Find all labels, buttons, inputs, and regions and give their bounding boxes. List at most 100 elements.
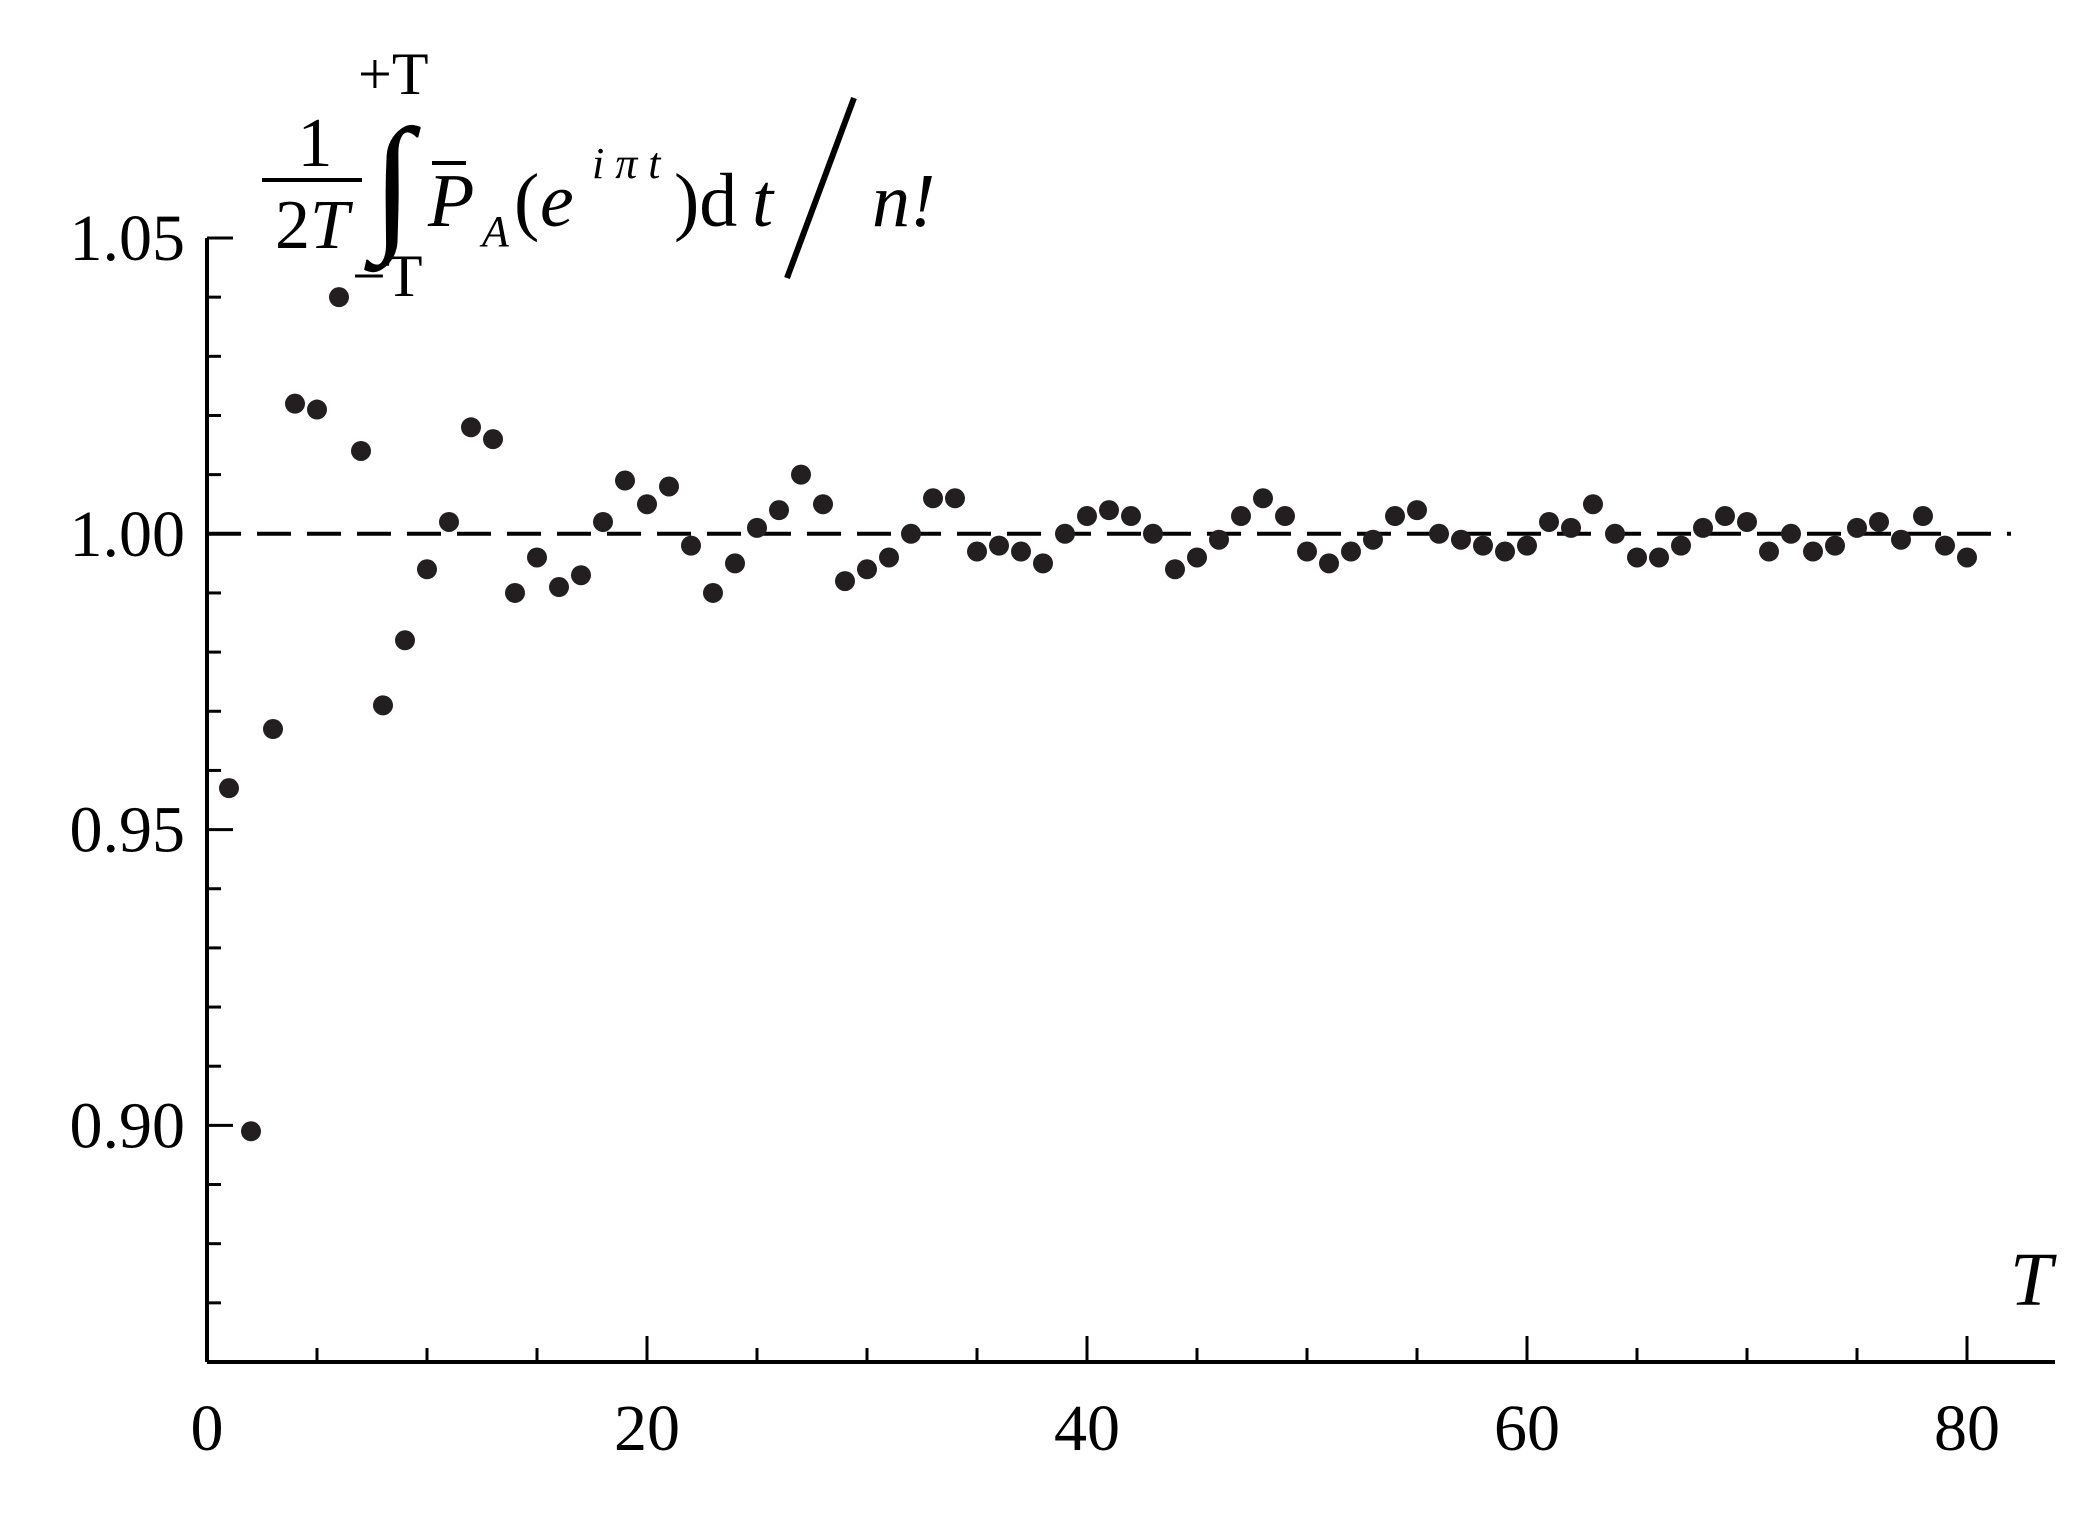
formula-base: e [540,159,574,243]
data-point [241,1121,261,1142]
formula-divisor: n! [872,159,935,243]
data-point [461,417,481,438]
data-point [1231,506,1251,527]
data-point [263,719,283,740]
x-tick-label: 40 [1054,1392,1120,1465]
tick-labels: 0 20 40 60 80 0.90 0.95 1.00 1.05 [70,202,2001,1465]
data-point [1473,535,1493,556]
y-tick-label: 0.95 [70,794,186,867]
data-point [813,494,833,515]
data-point [1891,529,1911,550]
data-point [1847,517,1867,538]
y-tick-label: 0.90 [70,1089,186,1162]
data-point [747,517,767,538]
data-point [285,393,305,414]
data-point [1209,529,1229,550]
formula-close-paren-d: )d [674,159,737,243]
formula-function-letter: P [427,159,474,243]
formula-dt-variable: t [752,159,775,243]
data-point [1165,559,1185,580]
formula-denominator: 2T [275,187,354,264]
data-point [549,577,569,598]
formula-open-paren: ( [514,159,539,243]
data-point [1121,506,1141,527]
data-point [1055,523,1075,544]
data-point [1781,523,1801,544]
formula-lower-limit: −T [352,243,423,309]
data-point [417,559,437,580]
formula-upper-limit: +T [358,41,429,107]
data-point [857,559,877,580]
data-point [1077,506,1097,527]
data-point [1957,547,1977,568]
data-point [1495,541,1515,562]
data-point [637,494,657,515]
data-point [593,511,613,532]
data-point [1319,553,1339,574]
data-point [659,476,679,497]
x-tick-label: 0 [191,1392,224,1465]
data-point [1253,488,1273,509]
data-point [989,535,1009,556]
data-point [1825,535,1845,556]
data-point [1605,523,1625,544]
axis-ticks [205,236,1969,1364]
data-point [1627,547,1647,568]
data-point [901,523,921,544]
data-point [879,547,899,568]
data-point [1143,523,1163,544]
data-point [527,547,547,568]
data-point [1583,494,1603,515]
data-point [373,695,393,716]
data-point [1693,517,1713,538]
data-point [1385,506,1405,527]
x-axis-label: T [2010,1238,2057,1322]
data-point [1869,511,1889,532]
data-point [483,429,503,450]
formula-integral-sign: ∫ [364,99,421,273]
data-point [439,511,459,532]
data-point [505,582,525,603]
x-tick-label: 80 [1934,1392,2000,1465]
data-point [791,464,811,485]
data-point [1341,541,1361,562]
data-point [1033,553,1053,574]
data-point [307,399,327,420]
data-point [769,500,789,521]
data-point [1011,541,1031,562]
data-point [1363,529,1383,550]
data-point [1517,535,1537,556]
data-point [1297,541,1317,562]
y-axis-label-formula: 1 2T +T ∫ −T P A ( e i π t )d t n! [262,41,935,309]
data-point [1407,500,1427,521]
data-point [1275,506,1295,527]
data-point [329,287,349,308]
x-tick-label: 60 [1494,1392,1560,1465]
data-point [967,541,987,562]
data-point [571,565,591,586]
data-point [725,553,745,574]
data-point [1561,517,1581,538]
data-point [703,582,723,603]
data-point [681,535,701,556]
data-point [1649,547,1669,568]
data-point [1187,547,1207,568]
data-point [1539,511,1559,532]
data-point [1913,506,1933,527]
data-point [1099,500,1119,521]
data-point [351,440,371,461]
formula-slash [784,96,857,280]
y-tick-label: 1.00 [70,498,186,571]
formula-function-subscript: A [479,207,510,256]
data-point [615,470,635,491]
data-point [1671,535,1691,556]
data-point [945,488,965,509]
data-point [1429,523,1449,544]
data-point [1759,541,1779,562]
data-point [395,630,415,651]
y-tick-label: 1.05 [70,202,186,275]
data-point [219,778,239,799]
formula-denominator-T: T [310,187,354,264]
data-point [1803,541,1823,562]
